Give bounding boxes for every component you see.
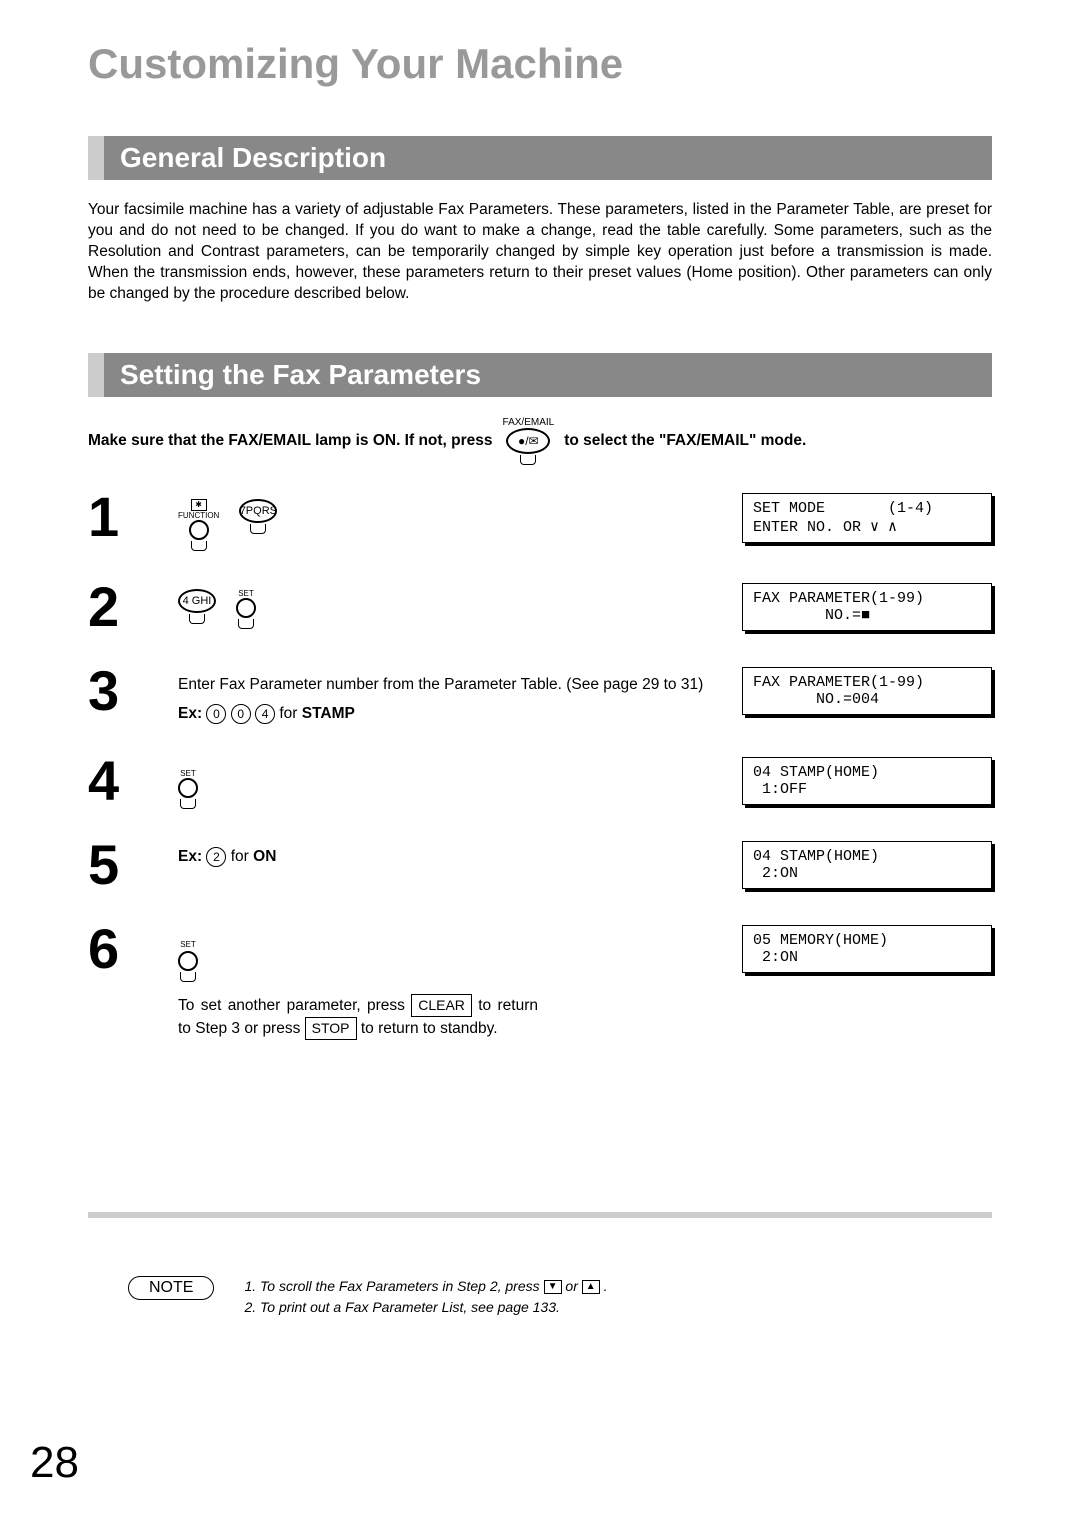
step-number: 1 [88,489,148,545]
function-label: FUNCTION [178,511,219,520]
step-3-text: Enter Fax Parameter number from the Para… [178,673,712,696]
stop-key: STOP [305,1017,357,1040]
key-7: 7PQRS [239,499,277,534]
step-number: 2 [88,579,148,635]
note-section: NOTE 1. To scroll the Fax Parameters in … [128,1276,992,1318]
digit-key: 4 [255,704,275,724]
lcd-display: FAX PARAMETER(1-99) NO.=■ [742,583,992,631]
function-key-icon: ✱ FUNCTION [178,499,219,551]
step-content: Ex: 2 for ON [178,837,712,867]
example-label: Ex: [178,848,202,865]
star-icon: ✱ [191,499,207,511]
step-row: 5 Ex: 2 for ON 04 STAMP(HOME) 2:ON [88,837,992,893]
key-4: 4 GHI [178,589,216,624]
set-label: SET [238,589,254,598]
set-label: SET [180,769,196,778]
digit-key: 2 [206,847,226,867]
down-arrow-icon: ▼ [544,1280,562,1294]
circle-icon [178,951,198,971]
instruction-line: Make sure that the FAX/EMAIL lamp is ON.… [88,417,992,465]
page-title: Customizing Your Machine [88,40,992,88]
step-row: 3 Enter Fax Parameter number from the Pa… [88,663,992,726]
fax-email-icon: ●/✉ [506,428,550,454]
footer-rule [88,1212,992,1218]
note-1-c: . [604,1278,608,1294]
step-number: 3 [88,663,148,719]
example-for: for [231,848,253,865]
example-target: ON [253,848,276,865]
circle-icon [236,598,256,618]
lcd-display: 04 STAMP(HOME) 1:OFF [742,757,992,805]
step-content: SET [178,753,712,809]
press-icon [180,972,196,982]
step-row: 1 ✱ FUNCTION 7PQRS SET MODE (1-4) ENTER … [88,489,992,551]
step-number: 5 [88,837,148,893]
lcd-display: FAX PARAMETER(1-99) NO.=004 [742,667,992,715]
circle-icon [189,520,209,540]
step-content: Enter Fax Parameter number from the Para… [178,663,712,726]
step-6-tail-c: to return to standby. [361,1020,498,1037]
step-row: 4 SET 04 STAMP(HOME) 1:OFF [88,753,992,809]
press-icon [250,524,266,534]
digit-key: 0 [206,704,226,724]
set-key-icon: SET [178,769,198,809]
set-key-icon: SET [236,589,256,629]
example-target: STAMP [302,705,355,722]
digit-key: 0 [231,704,251,724]
step-number: 4 [88,753,148,809]
lcd-display: SET MODE (1-4) ENTER NO. OR ∨ ∧ [742,493,992,543]
set-key-icon: SET [178,939,198,982]
setting-fax-parameters-header: Setting the Fax Parameters [88,353,992,397]
step-content: ✱ FUNCTION 7PQRS [178,489,712,551]
lcd-display: 05 MEMORY(HOME) 2:ON [742,925,992,973]
instruction-post: to select the "FAX/EMAIL" mode. [564,432,806,450]
general-description-body: Your facsimile machine has a variety of … [88,200,992,305]
press-icon [189,614,205,624]
example-label: Ex: [178,705,202,722]
note-1-a: 1. To scroll the Fax Parameters in Step … [244,1278,543,1294]
step-content: 4 GHI SET [178,579,712,629]
step-number: 6 [88,921,148,977]
press-icon [191,541,207,551]
press-icon [520,455,536,465]
press-icon [180,799,196,809]
step-6-tail-a: To set another parameter, press [178,997,411,1014]
set-label: SET [180,939,196,951]
note-1-b: or [565,1278,581,1294]
example-for: for [279,705,301,722]
step-row: 2 4 GHI SET FAX PARAMETER(1-99) NO.=■ [88,579,992,635]
steps-list: 1 ✱ FUNCTION 7PQRS SET MODE (1-4) ENTER … [88,489,992,1041]
note-label: NOTE [128,1276,214,1300]
step-content: SET To set another parameter, press CLEA… [178,921,712,1041]
note-2: 2. To print out a Fax Parameter List, se… [244,1297,607,1318]
fax-email-label: FAX/EMAIL [503,417,555,428]
up-arrow-icon: ▲ [582,1280,600,1294]
instruction-pre: Make sure that the FAX/EMAIL lamp is ON.… [88,432,493,450]
circle-icon [178,778,198,798]
note-items: 1. To scroll the Fax Parameters in Step … [244,1276,607,1318]
key-4-label: 4 GHI [178,589,216,613]
clear-key: CLEAR [411,994,472,1017]
general-description-header: General Description [88,136,992,180]
page-number: 28 [30,1438,79,1488]
step-row: 6 SET To set another parameter, press CL… [88,921,992,1041]
press-icon [238,619,254,629]
key-7-label: 7PQRS [239,499,277,523]
lcd-display: 04 STAMP(HOME) 2:ON [742,841,992,889]
fax-email-button: FAX/EMAIL ●/✉ [503,417,555,465]
